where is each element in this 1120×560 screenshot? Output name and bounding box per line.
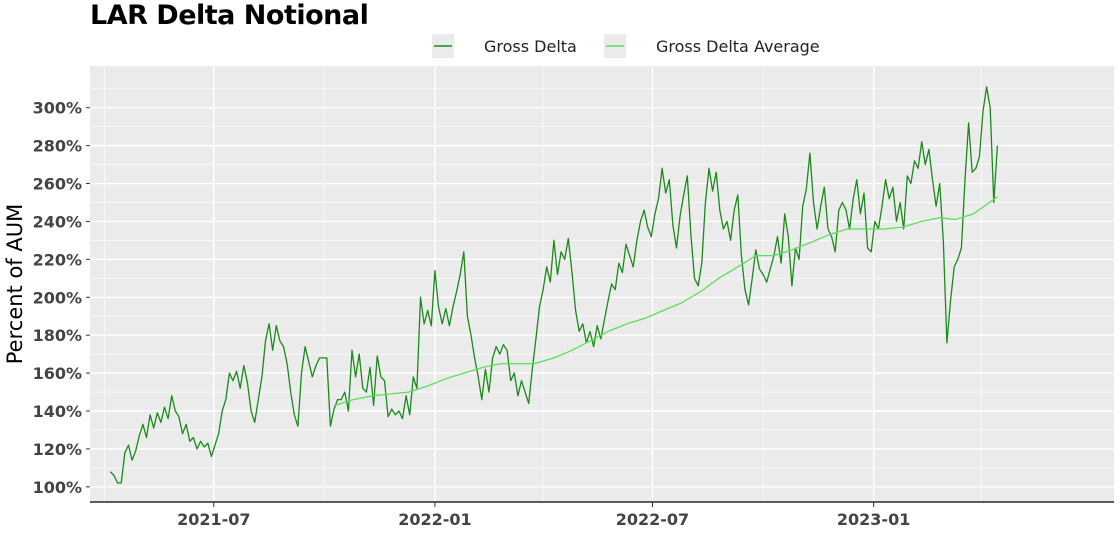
y-tick-label: 140% (33, 402, 82, 421)
x-tick-label: 2022-07 (616, 510, 689, 529)
series-line-gross-delta-average (335, 196, 998, 406)
series-layer (109, 86, 999, 484)
grid-layer (90, 66, 1114, 502)
plot-background (90, 66, 1114, 502)
chart-title: LAR Delta Notional (90, 0, 369, 31)
y-axis-title: Percent of AUM (3, 204, 27, 364)
y-tick-label: 300% (33, 99, 82, 118)
legend-label: Gross Delta Average (656, 37, 820, 56)
y-tick-label: 180% (33, 326, 82, 345)
y-tick-label: 220% (33, 250, 82, 269)
x-tick-label: 2022-01 (398, 510, 471, 529)
legend-item-gross-delta: Gross Delta (432, 34, 577, 58)
legend-item-gross-delta-average: Gross Delta Average (604, 34, 820, 58)
legend: Gross Delta Gross Delta Average (432, 34, 820, 58)
y-tick-label: 100% (33, 478, 82, 497)
y-tick-label: 280% (33, 137, 82, 156)
legend-label: Gross Delta (484, 37, 577, 56)
x-tick-label: 2023-01 (837, 510, 910, 529)
y-tick-label: 240% (33, 212, 82, 231)
x-tick-label: 2021-07 (177, 510, 250, 529)
y-tick-label: 260% (33, 175, 82, 194)
y-tick-label: 120% (33, 440, 82, 459)
x-axis-ticks: 2021-07 2022-01 2022-07 2023-01 (177, 502, 910, 529)
y-axis-ticks: 100% 120% 140% 160% 180% 200% 220% 240% 260% 280%… (33, 99, 90, 497)
y-tick-label: 160% (33, 364, 82, 383)
y-tick-label: 200% (33, 288, 82, 307)
